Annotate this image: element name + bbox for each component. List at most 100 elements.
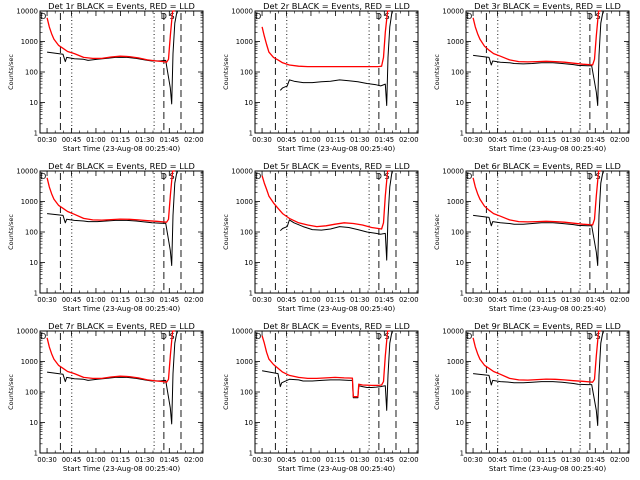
x-tick-label: 02:00 <box>610 296 630 304</box>
y-tick-label: 10 <box>244 419 253 427</box>
y-axis-label: Counts/sec <box>433 214 441 250</box>
x-tick-label: 01:00 <box>512 296 532 304</box>
chart-panel-1: Det 1r BLACK = Events, RED = LLD 1 10 100 10… <box>7 1 204 153</box>
x-axis-label: Start Time (23-Aug-08 00:25:40) <box>489 144 606 153</box>
interval-marker-label: D <box>255 332 261 341</box>
x-tick-label: 02:00 <box>399 456 419 464</box>
y-axis-label: Counts/sec <box>7 374 15 410</box>
plot-frame <box>465 170 630 294</box>
y-tick-label: 1000 <box>447 358 464 366</box>
x-tick-label: 01:00 <box>86 136 106 144</box>
plot-frame <box>465 330 630 454</box>
x-tick-label: 01:15 <box>537 296 557 304</box>
x-axis-label: Start Time (23-Aug-08 00:25:40) <box>63 464 180 473</box>
y-tick-label: 1 <box>34 130 38 138</box>
x-tick-label: 01:45 <box>160 296 180 304</box>
plot-frame <box>39 170 204 294</box>
y-tick-label: 1 <box>460 450 464 458</box>
chart-title: Det 1r BLACK = Events, RED = LLD <box>48 1 195 11</box>
y-tick-label: 1 <box>460 290 464 298</box>
chart-panel-8: Det 8r BLACK = Events, RED = LLD 1 10 100 10… <box>222 321 419 473</box>
y-tick-label: 1000 <box>21 198 38 206</box>
x-tick-label: 00:30 <box>37 296 57 304</box>
events-series-line <box>47 10 178 105</box>
x-tick-label: 01:30 <box>350 136 370 144</box>
x-tick-label: 00:45 <box>488 456 508 464</box>
y-tick-label: 10000 <box>16 8 38 16</box>
y-tick-label: 10 <box>29 99 38 107</box>
interval-marker-label: D <box>40 12 46 21</box>
y-tick-label: 100 <box>240 229 253 237</box>
x-tick-label: 00:30 <box>37 136 57 144</box>
x-tick-label: 00:30 <box>37 456 57 464</box>
interval-marker-label: D <box>376 12 382 21</box>
y-tick-label: 10000 <box>16 328 38 336</box>
y-tick-label: 1000 <box>236 358 253 366</box>
x-axis-label: Start Time (23-Aug-08 00:25:40) <box>489 304 606 313</box>
lld-series-line <box>472 330 601 383</box>
y-axis-label: Counts/sec <box>222 54 230 90</box>
y-tick-label: 100 <box>451 69 464 77</box>
chart-panel-4: Det 4r BLACK = Events, RED = LLD 1 10 100 10… <box>7 161 204 313</box>
y-tick-label: 1000 <box>447 38 464 46</box>
chart-panel-2: Det 2r BLACK = Events, RED = LLD 1 10 100 10… <box>222 1 419 153</box>
interval-marker-label: D <box>466 12 472 21</box>
x-tick-label: 01:45 <box>375 456 395 464</box>
y-tick-label: 100 <box>25 69 38 77</box>
interval-marker-label: D <box>161 332 167 341</box>
events-series-line <box>473 10 604 106</box>
x-tick-label: 01:45 <box>586 136 606 144</box>
x-tick-label: 00:30 <box>463 456 483 464</box>
y-tick-label: 100 <box>25 229 38 237</box>
x-axis-label: Start Time (23-Aug-08 00:25:40) <box>278 304 395 313</box>
x-tick-label: 01:15 <box>111 136 131 144</box>
y-tick-label: 10 <box>29 419 38 427</box>
y-tick-label: 10000 <box>231 328 253 336</box>
y-tick-label: 1000 <box>21 38 38 46</box>
chart-title: Det 8r BLACK = Events, RED = LLD <box>263 321 410 331</box>
y-tick-label: 10000 <box>442 8 464 16</box>
y-tick-label: 1 <box>460 130 464 138</box>
plot-frame <box>39 330 204 454</box>
x-tick-label: 00:45 <box>62 136 82 144</box>
y-axis-label: Counts/sec <box>222 374 230 410</box>
y-tick-label: 1 <box>249 290 253 298</box>
interval-marker-label: D <box>40 172 46 181</box>
x-tick-label: 02:00 <box>184 296 204 304</box>
x-tick-label: 01:15 <box>326 136 346 144</box>
x-tick-label: 01:00 <box>512 136 532 144</box>
events-series-line <box>473 170 604 266</box>
y-tick-label: 100 <box>451 229 464 237</box>
x-tick-label: 01:45 <box>375 296 395 304</box>
y-tick-label: 100 <box>451 389 464 397</box>
interval-marker-label: D <box>255 12 261 21</box>
x-tick-label: 00:45 <box>62 456 82 464</box>
x-tick-label: 01:30 <box>561 296 581 304</box>
x-tick-label: 01:30 <box>350 456 370 464</box>
x-tick-label: 01:30 <box>561 136 581 144</box>
plot-frame <box>39 10 204 134</box>
y-axis-label: Counts/sec <box>433 374 441 410</box>
y-tick-label: 100 <box>25 389 38 397</box>
lld-series-line <box>472 170 601 226</box>
y-tick-label: 1 <box>34 290 38 298</box>
x-tick-label: 02:00 <box>399 296 419 304</box>
y-tick-label: 100 <box>240 69 253 77</box>
chart-panel-6: Det 6r BLACK = Events, RED = LLD 1 10 100 10… <box>433 161 630 313</box>
chart-title: Det 3r BLACK = Events, RED = LLD <box>474 1 621 11</box>
x-axis-label: Start Time (23-Aug-08 00:25:40) <box>63 304 180 313</box>
x-tick-label: 01:30 <box>135 136 155 144</box>
lld-series-line <box>46 330 175 383</box>
interval-marker-label: D <box>587 332 593 341</box>
interval-marker-label: D <box>466 332 472 341</box>
x-tick-label: 01:45 <box>375 136 395 144</box>
x-tick-label: 01:45 <box>586 296 606 304</box>
chart-panel-9: Det 9r BLACK = Events, RED = LLD 1 10 100 10… <box>433 321 630 473</box>
x-tick-label: 01:15 <box>537 136 557 144</box>
lld-series-line <box>472 10 601 66</box>
interval-marker-label: D <box>161 172 167 181</box>
y-tick-label: 1000 <box>447 198 464 206</box>
interval-marker-label: D <box>376 172 382 181</box>
x-tick-label: 00:45 <box>488 296 508 304</box>
x-tick-label: 01:45 <box>160 136 180 144</box>
